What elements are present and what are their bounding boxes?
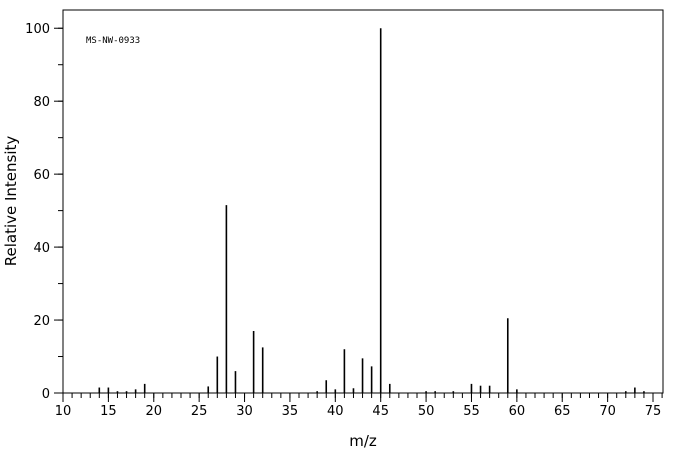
x-tick-label: 60 xyxy=(509,404,526,419)
y-tick-label: 100 xyxy=(25,22,50,37)
x-tick-label: 55 xyxy=(463,404,480,419)
x-tick-label: 15 xyxy=(100,404,117,419)
x-tick-label: 75 xyxy=(645,404,662,419)
x-tick-label: 40 xyxy=(327,404,344,419)
y-tick-label: 60 xyxy=(33,168,50,183)
x-tick-label: 65 xyxy=(554,404,571,419)
x-tick-label: 45 xyxy=(372,404,389,419)
x-tick-label: 25 xyxy=(191,404,208,419)
y-tick-label: 20 xyxy=(33,314,50,329)
y-tick-label: 80 xyxy=(33,95,50,110)
x-axis-label: m/z xyxy=(349,432,377,450)
x-tick-label: 30 xyxy=(236,404,253,419)
chart-title: MS-NW-0933 xyxy=(86,36,140,46)
y-tick-label: 40 xyxy=(33,241,50,256)
plot-frame xyxy=(62,9,664,394)
x-tick-label: 20 xyxy=(145,404,162,419)
x-tick-label: 50 xyxy=(418,404,435,419)
x-tick-label: 10 xyxy=(55,404,72,419)
x-tick-label: 35 xyxy=(282,404,299,419)
y-axis-label: Relative Intensity xyxy=(2,136,20,267)
x-tick-label: 70 xyxy=(599,404,616,419)
y-tick-label: 0 xyxy=(42,387,50,402)
